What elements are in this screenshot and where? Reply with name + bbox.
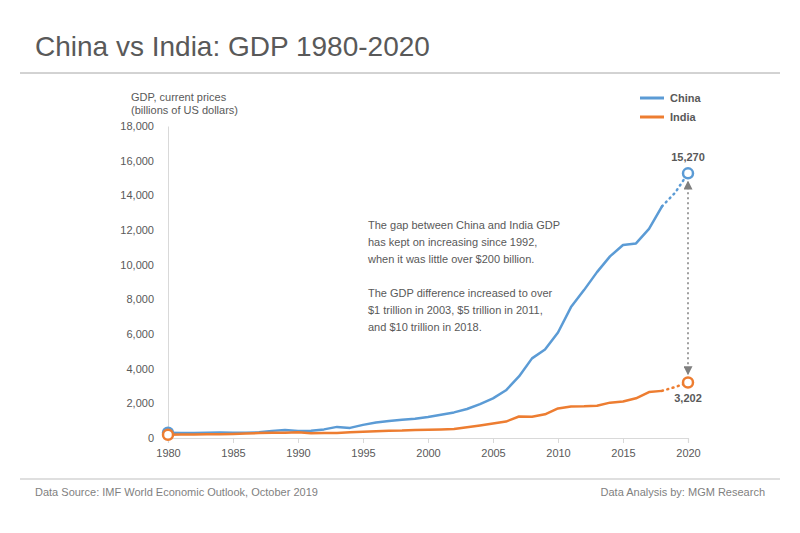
x-axis: 1980 1985 1990 1995 2000 2005 2010 2015 2020 — [156, 438, 700, 459]
x-tick: 1985 — [221, 438, 245, 459]
legend-swatch — [640, 97, 664, 100]
legend-label: India — [670, 111, 697, 123]
x-tick-label: 2010 — [546, 447, 570, 459]
y-tick: 2,000 — [126, 397, 168, 409]
y-tick-label: 14,000 — [120, 189, 154, 201]
x-tick-label: 1995 — [351, 447, 375, 459]
x-tick: 2010 — [546, 438, 570, 459]
source: Data Source: IMF World Economic Outlook,… — [35, 486, 318, 498]
end-marker — [683, 377, 693, 387]
series-line — [168, 206, 662, 433]
y-tick: 16,000 — [120, 155, 168, 167]
footer-rule — [20, 479, 780, 480]
annotation-line: $1 trillion in 2003, $5 trillion in 2011… — [368, 304, 543, 316]
data-label: 15,270 — [671, 151, 705, 163]
y-axis-line — [168, 127, 169, 439]
annotation-line: The gap between China and India GDP — [368, 219, 560, 231]
y-axis-title: (billions of US dollars) — [131, 104, 238, 116]
annotation-line: The GDP difference increased to over — [368, 287, 553, 299]
x-tick-label: 2020 — [676, 447, 700, 459]
credit: Data Analysis by: MGM Research — [601, 486, 765, 498]
y-tick: 8,000 — [126, 293, 168, 305]
legend-label: China — [670, 92, 701, 104]
y-axis-title: GDP, current prices — [131, 91, 227, 103]
y-tick-label: 8,000 — [126, 293, 154, 305]
y-tick-label: 4,000 — [126, 363, 154, 375]
annotation-line: has kept on increasing since 1992, — [368, 236, 537, 248]
series-line — [662, 173, 688, 206]
x-tick: 2015 — [611, 438, 635, 459]
x-tick: 2000 — [416, 438, 440, 459]
y-tick-label: 0 — [148, 432, 154, 444]
title: China vs India: GDP 1980-2020 — [35, 31, 430, 62]
x-tick-mark — [363, 438, 364, 443]
x-tick: 1995 — [351, 438, 375, 459]
end-marker — [163, 430, 173, 440]
y-tick: 14,000 — [120, 189, 168, 201]
series-line — [168, 391, 662, 435]
y-tick: 6,000 — [126, 328, 168, 340]
legend: China India — [640, 92, 701, 123]
annotation: The gap between China and India GDP has k… — [367, 219, 560, 333]
x-tick-mark — [233, 438, 234, 443]
y-tick: 12,000 — [120, 224, 168, 236]
y-tick-label: 12,000 — [120, 224, 154, 236]
x-tick-label: 1985 — [221, 447, 245, 459]
x-tick-mark — [558, 438, 559, 443]
x-tick-label: 1980 — [156, 447, 180, 459]
end-marker — [683, 168, 693, 178]
x-tick: 1990 — [286, 438, 310, 459]
x-tick: 2020 — [676, 438, 700, 459]
legend-swatch — [640, 116, 664, 119]
annotation-line: and $10 trillion in 2018. — [368, 321, 482, 333]
header-rule — [20, 73, 780, 74]
x-tick-mark — [493, 438, 494, 443]
plot-area — [163, 168, 693, 439]
x-tick-mark — [428, 438, 429, 443]
x-tick-mark — [623, 438, 624, 443]
x-tick: 1980 — [156, 438, 180, 459]
x-tick-label: 2015 — [611, 447, 635, 459]
y-tick: 18,000 — [120, 120, 168, 132]
x-tick-label: 2000 — [416, 447, 440, 459]
data-label: 3,202 — [674, 392, 702, 404]
x-axis-line — [169, 439, 689, 444]
chart: China vs India: GDP 1980-2020 GDP, curren… — [0, 0, 800, 533]
y-tick-label: 16,000 — [120, 155, 154, 167]
x-tick-mark — [688, 438, 689, 443]
x-tick: 2005 — [481, 438, 505, 459]
gap-arrow — [687, 182, 689, 373]
y-tick-label: 6,000 — [126, 328, 154, 340]
y-tick-label: 18,000 — [120, 120, 154, 132]
x-tick-mark — [298, 438, 299, 443]
y-tick-label: 2,000 — [126, 397, 154, 409]
x-tick-label: 1990 — [286, 447, 310, 459]
data-labels: 15,270 3,202 — [671, 151, 705, 404]
annotation-line: when it was little over $200 billion. — [367, 253, 534, 265]
y-tick: 4,000 — [126, 363, 168, 375]
y-axis: 0 2,000 4,000 6,000 8,000 10,000 12,000 14,000 1… — [120, 120, 168, 444]
y-tick-label: 10,000 — [120, 259, 154, 271]
x-tick-label: 2005 — [481, 447, 505, 459]
y-tick: 10,000 — [120, 259, 168, 271]
